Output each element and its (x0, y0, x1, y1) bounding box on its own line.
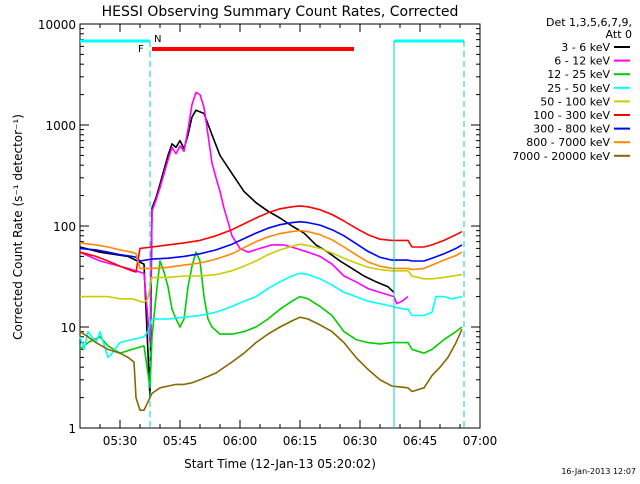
y-tick-label: 100 (53, 220, 76, 234)
y-tick-label: 10000 (38, 18, 76, 32)
legend-title: Det 1,3,5,6,7,9, (546, 16, 632, 29)
series-layer (79, 91, 463, 411)
flare-marker-label: F (138, 44, 144, 55)
legend-label: 100 - 300 keV (533, 109, 610, 122)
series-line (79, 205, 463, 273)
legend-label: 12 - 25 keV (547, 68, 610, 81)
series-line (79, 251, 463, 389)
series-line (79, 316, 463, 411)
legend-label: 7000 - 20000 keV (512, 150, 610, 163)
y-tick-label: 10 (61, 321, 76, 335)
series-line (79, 109, 395, 399)
markers-layer: FN (80, 34, 465, 428)
chart-title: HESSI Observing Summary Count Rates, Cor… (102, 4, 459, 20)
x-tick-label: 06:00 (223, 434, 258, 448)
x-tick-label: 06:30 (343, 434, 378, 448)
legend-label: 50 - 100 keV (540, 95, 610, 108)
x-axis-label: Start Time (12-Jan-13 05:20:02) (184, 457, 376, 471)
axes-layer: 1 10 100 1000 10000 05:30 05:45 06:00 06:15 06:30… (38, 18, 497, 448)
y-tick-label: 1 (68, 422, 76, 436)
legend-label: 300 - 800 keV (533, 123, 610, 136)
legend-label: 800 - 7000 keV (526, 136, 610, 149)
x-tick-label: 05:45 (163, 434, 198, 448)
timestamp: 16-Jan-2013 12:07 (561, 467, 636, 476)
x-tick-label: 06:45 (403, 434, 438, 448)
series-line (79, 221, 463, 262)
y-tick-label: 1000 (45, 119, 76, 133)
x-tick-label: 07:00 (463, 434, 498, 448)
plot-frame (79, 23, 481, 429)
series-line (79, 229, 463, 271)
x-tick-label: 05:30 (103, 434, 138, 448)
legend-label: 3 - 6 keV (561, 41, 610, 54)
legend-subtitle: Att 0 (606, 28, 632, 41)
legend-label: 25 - 50 keV (547, 82, 610, 95)
series-line (79, 272, 463, 359)
series-line (80, 243, 463, 304)
x-tick-label: 06:15 (283, 434, 318, 448)
legend-label: 6 - 12 keV (554, 55, 610, 68)
night-marker-label: N (154, 34, 161, 45)
y-axis-label: Corrected Count Rate (s⁻¹ detector⁻¹) (11, 114, 25, 340)
series-line (79, 91, 409, 344)
